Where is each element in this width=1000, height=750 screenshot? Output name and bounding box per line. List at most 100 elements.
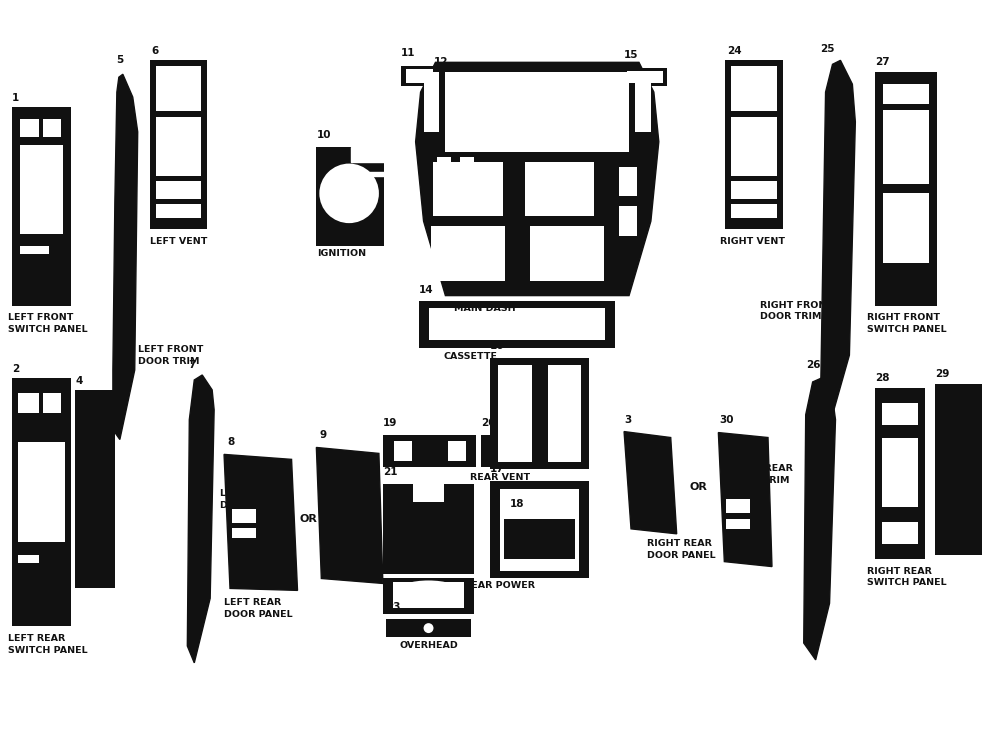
Text: RIGHT FRONT
SWITCH PANEL: RIGHT FRONT SWITCH PANEL bbox=[867, 314, 947, 334]
Bar bbox=[156, 182, 201, 200]
Bar bbox=[75, 390, 115, 589]
Bar bbox=[383, 434, 476, 467]
Bar bbox=[383, 484, 474, 574]
Bar bbox=[623, 68, 667, 86]
Text: 28: 28 bbox=[875, 373, 890, 383]
Text: 22: 22 bbox=[383, 562, 397, 572]
Bar bbox=[619, 206, 637, 236]
Bar bbox=[490, 482, 589, 578]
Text: 18: 18 bbox=[510, 499, 524, 509]
Bar bbox=[413, 484, 444, 502]
Bar bbox=[419, 301, 615, 348]
Text: 17: 17 bbox=[490, 464, 505, 474]
Circle shape bbox=[319, 164, 379, 224]
Bar bbox=[883, 194, 929, 262]
Bar bbox=[505, 161, 523, 216]
Bar bbox=[393, 583, 464, 608]
Bar bbox=[12, 378, 71, 626]
Text: 9: 9 bbox=[319, 430, 326, 439]
Text: 6: 6 bbox=[152, 46, 159, 56]
Bar bbox=[731, 117, 777, 176]
Bar bbox=[401, 66, 438, 86]
Bar bbox=[448, 440, 466, 461]
Text: 30: 30 bbox=[719, 415, 734, 424]
Text: RIGHT REAR
DOOR PANEL: RIGHT REAR DOOR PANEL bbox=[647, 538, 716, 560]
Bar bbox=[429, 308, 605, 340]
Bar bbox=[500, 489, 579, 571]
Bar bbox=[731, 182, 777, 200]
Bar bbox=[935, 384, 982, 555]
Text: 21: 21 bbox=[383, 467, 397, 477]
Bar bbox=[534, 365, 546, 462]
Bar bbox=[18, 442, 65, 542]
Polygon shape bbox=[187, 375, 214, 663]
Bar bbox=[883, 110, 929, 184]
Text: 12: 12 bbox=[433, 57, 448, 68]
Bar bbox=[394, 440, 412, 461]
Bar bbox=[883, 84, 929, 104]
Bar bbox=[424, 72, 439, 132]
Bar bbox=[726, 519, 750, 529]
Bar bbox=[619, 166, 637, 196]
Bar bbox=[882, 437, 918, 507]
Polygon shape bbox=[416, 62, 659, 296]
Text: 5: 5 bbox=[116, 56, 123, 65]
Bar bbox=[20, 119, 39, 136]
Bar bbox=[504, 559, 575, 562]
Bar bbox=[43, 393, 61, 412]
Text: OR: OR bbox=[690, 482, 707, 492]
Polygon shape bbox=[718, 433, 772, 566]
Bar bbox=[725, 60, 783, 229]
Text: CASSETTE: CASSETTE bbox=[443, 352, 497, 362]
Text: 14: 14 bbox=[419, 284, 433, 295]
Text: 19: 19 bbox=[383, 418, 397, 428]
Bar bbox=[875, 72, 937, 305]
Polygon shape bbox=[624, 431, 677, 534]
Bar bbox=[20, 145, 63, 234]
Polygon shape bbox=[331, 172, 384, 176]
Text: OVERHEAD: OVERHEAD bbox=[399, 641, 458, 650]
Polygon shape bbox=[821, 60, 855, 415]
Text: 27: 27 bbox=[875, 57, 890, 68]
Text: 16: 16 bbox=[490, 341, 505, 351]
Text: 29: 29 bbox=[935, 369, 949, 379]
Bar bbox=[445, 72, 629, 152]
Bar bbox=[232, 509, 256, 523]
Text: REAR VENT: REAR VENT bbox=[470, 473, 530, 482]
Bar bbox=[316, 147, 384, 246]
Text: IGNITION: IGNITION bbox=[317, 249, 366, 258]
Bar bbox=[18, 393, 39, 412]
Text: 3: 3 bbox=[624, 415, 631, 424]
Bar bbox=[882, 522, 918, 544]
Text: 23: 23 bbox=[386, 602, 400, 612]
Bar bbox=[548, 365, 581, 462]
Bar bbox=[150, 60, 207, 229]
Text: RIGHT VENT: RIGHT VENT bbox=[720, 237, 785, 246]
Bar bbox=[490, 358, 589, 470]
Bar bbox=[731, 204, 777, 218]
Bar bbox=[507, 226, 527, 280]
Text: 8: 8 bbox=[227, 437, 234, 448]
Bar bbox=[437, 157, 451, 164]
Bar bbox=[875, 388, 925, 559]
Bar bbox=[635, 72, 651, 132]
Text: 13: 13 bbox=[505, 284, 519, 293]
Bar bbox=[481, 434, 499, 467]
Bar bbox=[406, 69, 433, 83]
Text: LEFT REAR
DOOR PANEL: LEFT REAR DOOR PANEL bbox=[224, 598, 293, 619]
Text: OR: OR bbox=[299, 514, 317, 524]
Text: 2: 2 bbox=[12, 364, 19, 374]
Text: LEFT REAR
SWITCH PANEL: LEFT REAR SWITCH PANEL bbox=[8, 634, 87, 655]
Text: RIGHT REAR
SWITCH PANEL: RIGHT REAR SWITCH PANEL bbox=[867, 566, 947, 587]
Bar bbox=[12, 107, 71, 305]
Bar bbox=[726, 499, 750, 513]
Polygon shape bbox=[804, 378, 835, 660]
Text: 1: 1 bbox=[12, 93, 19, 103]
Bar bbox=[18, 555, 39, 562]
Bar bbox=[383, 578, 474, 614]
Text: LEFT FRONT
SWITCH PANEL: LEFT FRONT SWITCH PANEL bbox=[8, 314, 87, 334]
Bar bbox=[431, 226, 505, 280]
Text: 7: 7 bbox=[188, 360, 196, 370]
Text: 26: 26 bbox=[806, 360, 820, 370]
Polygon shape bbox=[351, 147, 384, 161]
